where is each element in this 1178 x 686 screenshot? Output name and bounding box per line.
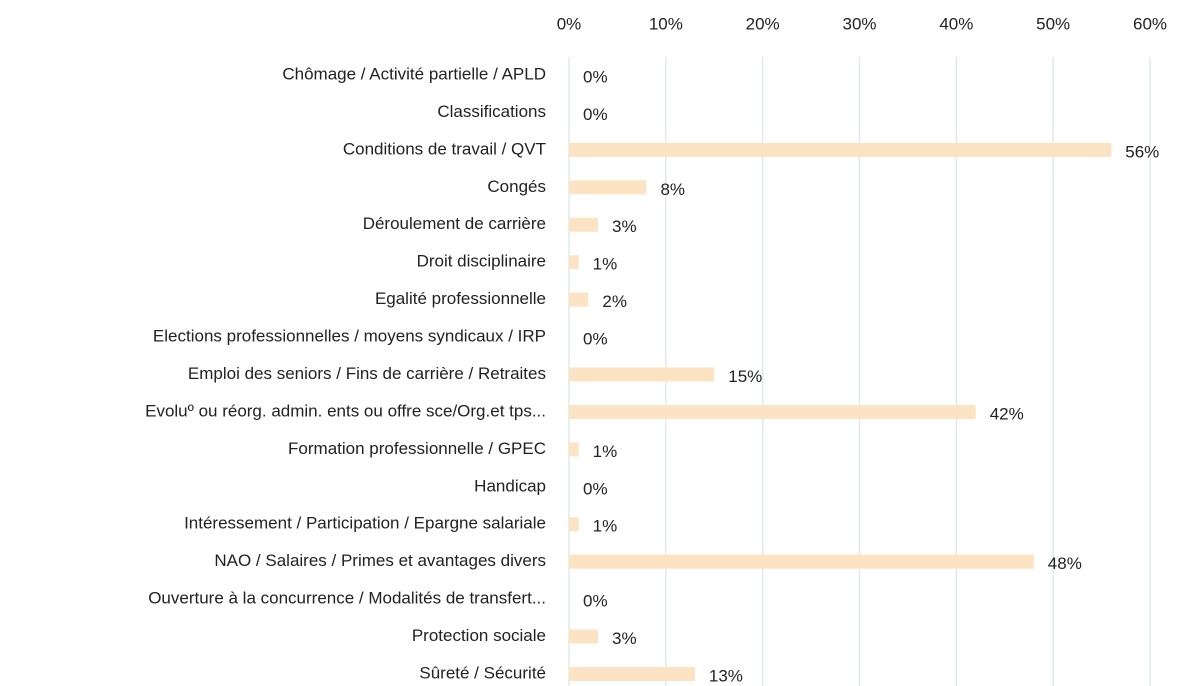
x-tick-label: 40% xyxy=(939,14,973,33)
x-tick-label: 20% xyxy=(746,14,780,33)
bar xyxy=(569,517,579,532)
category-label: NAO / Salaires / Primes et avantages div… xyxy=(214,551,546,570)
x-tick-label: 0% xyxy=(557,14,582,33)
category-label: Classifications xyxy=(437,102,546,121)
bar xyxy=(569,255,579,270)
x-tick-label: 30% xyxy=(842,14,876,33)
category-label: Formation professionnelle / GPEC xyxy=(288,439,546,458)
bar xyxy=(569,629,599,644)
bar xyxy=(569,404,976,419)
category-label: Protection sociale xyxy=(412,626,546,645)
value-label: 13% xyxy=(709,666,743,685)
value-label: 1% xyxy=(593,517,618,536)
category-label: Intéressement / Participation / Epargne … xyxy=(184,514,546,533)
value-label: 0% xyxy=(583,67,608,86)
value-label: 15% xyxy=(728,367,762,386)
category-label: Handicap xyxy=(474,476,546,495)
x-tick-label: 50% xyxy=(1036,14,1070,33)
value-label: 3% xyxy=(612,629,637,648)
value-label: 42% xyxy=(990,404,1024,423)
bar xyxy=(569,367,715,382)
value-label: 0% xyxy=(583,479,608,498)
value-label: 0% xyxy=(583,330,608,349)
value-label: 1% xyxy=(593,255,618,274)
x-tick-label: 10% xyxy=(649,14,683,33)
bar xyxy=(569,667,695,681)
category-label: Emploi des seniors / Fins de carrière / … xyxy=(188,364,546,383)
category-label: Déroulement de carrière xyxy=(363,214,546,233)
category-label: Elections professionnelles / moyens synd… xyxy=(153,327,546,346)
value-label: 48% xyxy=(1048,554,1082,573)
bar xyxy=(569,217,599,232)
value-label: 0% xyxy=(583,592,608,611)
bar xyxy=(569,554,1034,569)
category-label: Droit disciplinaire xyxy=(417,252,546,271)
category-label: Congés xyxy=(487,177,546,196)
value-label: 56% xyxy=(1125,142,1159,161)
value-label: 1% xyxy=(593,442,618,461)
value-label: 3% xyxy=(612,217,637,236)
bar xyxy=(569,442,579,457)
value-label: 2% xyxy=(602,292,627,311)
bar xyxy=(569,292,589,307)
category-label: Conditions de travail / QVT xyxy=(343,139,546,158)
bar xyxy=(569,142,1112,157)
value-label: 8% xyxy=(660,180,685,199)
bar xyxy=(569,180,647,195)
category-label: Evoluº ou réorg. admin. ents ou offre sc… xyxy=(145,401,546,420)
category-label: Sûreté / Sécurité xyxy=(419,663,546,682)
category-label: Egalité professionnelle xyxy=(375,289,546,308)
x-tick-label: 60% xyxy=(1133,14,1167,33)
category-label: Ouverture à la concurrence / Modalités d… xyxy=(148,589,546,608)
category-label: Chômage / Activité partielle / APLD xyxy=(282,64,546,83)
value-label: 0% xyxy=(583,105,608,124)
